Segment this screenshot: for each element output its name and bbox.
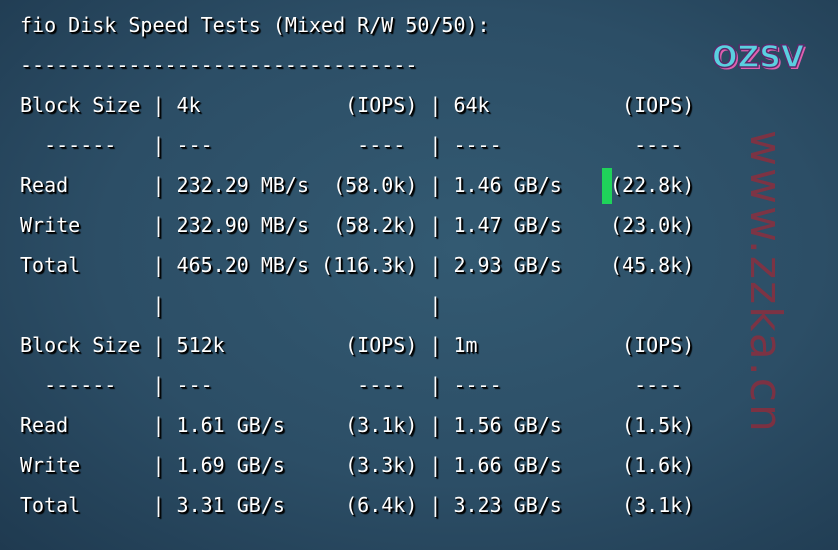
terminal-line: Total | 465.20 MB/s (116.3k) | 2.93 GB/s…: [20, 253, 695, 277]
terminal-cursor: [602, 168, 612, 204]
terminal-line: ------ | --- ---- | ---- ----: [20, 373, 695, 397]
terminal-line: ---------------------------------: [20, 53, 418, 77]
logo: OZSV: [711, 39, 805, 76]
terminal-line: Read | 232.29 MB/s (58.0k) | 1.46 GB/s (…: [20, 173, 695, 197]
terminal-output: fio Disk Speed Tests (Mixed R/W 50/50): -…: [20, 8, 694, 528]
terminal-line: Read | 1.61 GB/s (3.1k) | 1.56 GB/s (1.5…: [20, 413, 695, 437]
terminal-line: Block Size | 512k (IOPS) | 1m (IOPS): [20, 333, 695, 357]
terminal-line: fio Disk Speed Tests (Mixed R/W 50/50):: [20, 13, 490, 37]
terminal-line: Block Size | 4k (IOPS) | 64k (IOPS): [20, 93, 695, 117]
terminal-line: ------ | --- ---- | ---- ----: [20, 133, 695, 157]
terminal-line: Write | 232.90 MB/s (58.2k) | 1.47 GB/s …: [20, 213, 695, 237]
terminal-line: | |: [20, 293, 695, 317]
terminal-line: Total | 3.31 GB/s (6.4k) | 3.23 GB/s (3.…: [20, 493, 695, 517]
terminal-line: Write | 1.69 GB/s (3.3k) | 1.66 GB/s (1.…: [20, 453, 695, 477]
watermark: www.zzka.cn: [740, 130, 791, 434]
